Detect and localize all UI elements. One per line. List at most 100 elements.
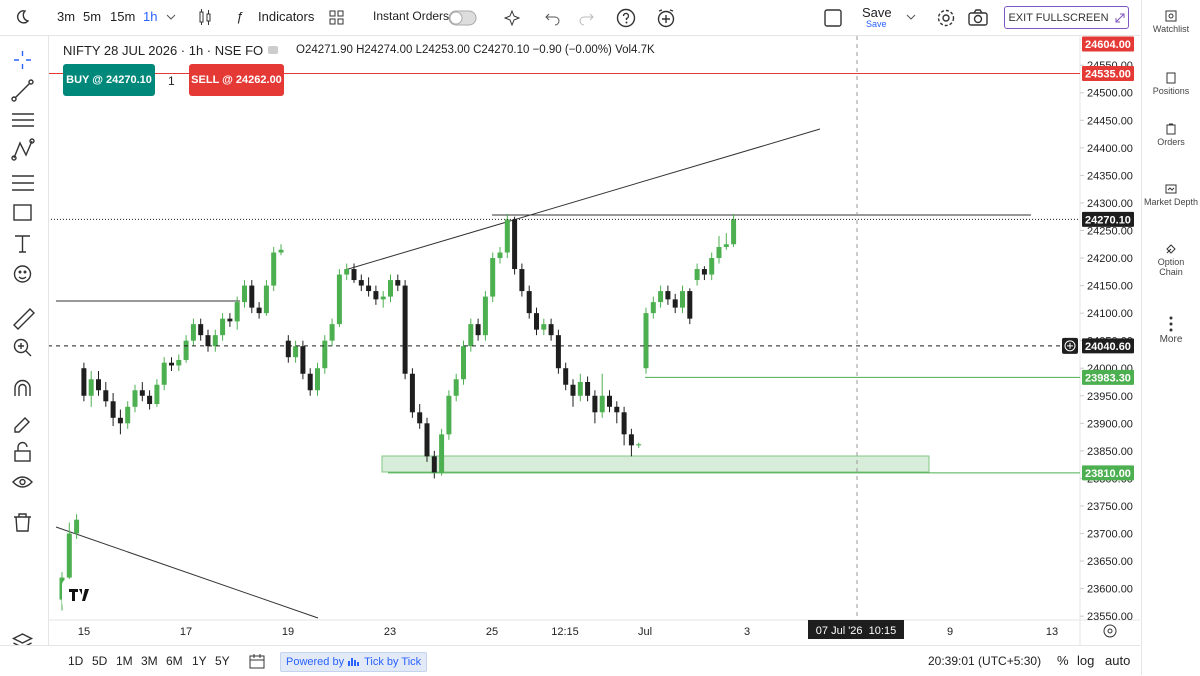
x-tick-label: 13 <box>1046 626 1058 638</box>
exit-fullscreen: EXIT FULLSCREEN <box>1008 11 1109 24</box>
y-tick-label: 24400.00 <box>1087 143 1133 155</box>
candle-body <box>599 395 605 413</box>
candle-body <box>249 285 255 308</box>
auto-toggle[interactable]: auto <box>1105 653 1131 668</box>
candle-body <box>205 335 211 347</box>
save[interactable]: Save <box>862 5 892 20</box>
provider: Tick by Tick <box>364 656 422 668</box>
zone-rectangle <box>381 455 930 473</box>
candle-body <box>585 381 591 396</box>
layout-icon[interactable] <box>823 8 843 28</box>
interval[interactable]: 3m <box>57 9 76 24</box>
candle-body <box>293 346 299 358</box>
x-tick-label: 23 <box>384 626 396 638</box>
sidebar-item[interactable]: Positions <box>1142 72 1200 96</box>
templates-icon[interactable] <box>329 10 345 26</box>
pattern-tool[interactable] <box>11 138 35 161</box>
undo-icon[interactable] <box>545 10 561 26</box>
y-tick-label: 24100.00 <box>1087 308 1133 320</box>
replay-icon[interactable] <box>504 10 520 26</box>
range[interactable]: 6M <box>166 654 183 668</box>
candle-body <box>424 423 430 457</box>
delete-tool[interactable] <box>14 513 31 532</box>
help-icon[interactable] <box>616 8 636 28</box>
fib-tool[interactable] <box>12 113 34 127</box>
y-tick-label: 23850.00 <box>1087 446 1133 458</box>
sell-button[interactable]: SELL @ 24262.00 <box>189 64 284 96</box>
range[interactable]: 3M <box>141 654 158 668</box>
object-tree[interactable] <box>11 633 34 646</box>
axis-settings <box>1107 628 1113 634</box>
theme-icon[interactable] <box>14 9 30 25</box>
zoom-tool[interactable] <box>13 338 32 357</box>
percent-toggle[interactable]: % <box>1057 653 1069 668</box>
candle-body <box>315 368 320 391</box>
candle-body <box>628 434 634 446</box>
candle-body <box>461 346 466 380</box>
sidebar-item[interactable]: Watchlist <box>1142 10 1200 34</box>
range[interactable]: 5Y <box>215 654 230 668</box>
interval[interactable]: 15m <box>110 9 136 24</box>
screenshot-icon[interactable] <box>967 8 989 28</box>
candle-body <box>577 381 583 396</box>
alert-icon[interactable] <box>656 8 676 28</box>
collapse-legend[interactable] <box>268 46 278 54</box>
candle-body <box>154 384 160 405</box>
settings-icon[interactable] <box>936 8 956 28</box>
range[interactable]: 1D <box>68 654 84 668</box>
candle-body <box>242 285 247 303</box>
ruler-tool[interactable] <box>13 308 35 330</box>
redo-icon[interactable] <box>578 10 594 26</box>
icon <box>1166 123 1176 135</box>
candle-body <box>395 280 401 286</box>
price-badge-label: 23810.00 <box>1085 468 1131 480</box>
magnet-tool[interactable] <box>14 379 31 397</box>
interval-active[interactable]: 1h <box>143 9 158 24</box>
shape-tool[interactable] <box>13 204 32 221</box>
instant-orders[interactable]: Instant Orders <box>373 9 450 23</box>
candle-body <box>409 373 415 413</box>
toggle[interactable] <box>448 10 478 26</box>
candle-body <box>475 324 481 336</box>
interval[interactable]: 5m <box>83 9 102 24</box>
y-tick-label: 24150.00 <box>1087 281 1133 293</box>
axis-settings[interactable] <box>1103 624 1117 638</box>
sidebar-item[interactable]: Option Chain <box>1142 243 1200 277</box>
dropdown-icon[interactable] <box>906 13 916 21</box>
sidebar-item[interactable]: More <box>1142 316 1200 345</box>
y-tick-label: 23750.00 <box>1087 501 1133 513</box>
icon <box>1165 10 1177 22</box>
lock-draw-tool[interactable] <box>14 417 30 433</box>
candle-body <box>307 373 313 391</box>
lock-tool[interactable] <box>14 441 31 462</box>
x-tick-label: 17 <box>180 626 192 638</box>
dropdown-icon[interactable] <box>166 13 176 21</box>
y-tick-label: 23900.00 <box>1087 418 1133 430</box>
candle-body <box>701 269 707 275</box>
candle-type-icon[interactable] <box>198 8 212 26</box>
icon <box>1165 184 1177 194</box>
range[interactable]: 1M <box>116 654 133 668</box>
range[interactable]: 5D <box>92 654 108 668</box>
range[interactable]: 1Y <box>192 654 207 668</box>
candle-body <box>169 362 174 366</box>
x-tick-label: 12:15 <box>551 626 579 638</box>
quantity[interactable]: 1 <box>168 74 175 88</box>
date-range-icon[interactable] <box>248 652 266 670</box>
powered-by-badge[interactable]: Powered by Tick by Tick <box>280 652 428 672</box>
forecast-tool[interactable] <box>12 175 34 191</box>
crosshair-tool[interactable] <box>14 51 31 69</box>
indicators[interactable]: Indicators <box>258 9 315 24</box>
exit-fullscreen-button[interactable]: EXIT FULLSCREEN <box>1004 6 1129 29</box>
line-tool[interactable] <box>11 79 34 102</box>
candle-body <box>183 340 189 360</box>
buy-button[interactable]: BUY @ 24270.10 <box>63 64 155 96</box>
visibility-tool[interactable] <box>12 476 33 488</box>
emoji-tool[interactable] <box>13 265 32 283</box>
log-toggle[interactable]: log <box>1077 653 1095 668</box>
sidebar-item[interactable]: Orders <box>1142 123 1200 147</box>
indicators-icon[interactable]: ƒ <box>236 9 244 24</box>
sidebar-item[interactable]: Market Depth <box>1142 183 1200 207</box>
text-tool[interactable] <box>15 235 30 253</box>
